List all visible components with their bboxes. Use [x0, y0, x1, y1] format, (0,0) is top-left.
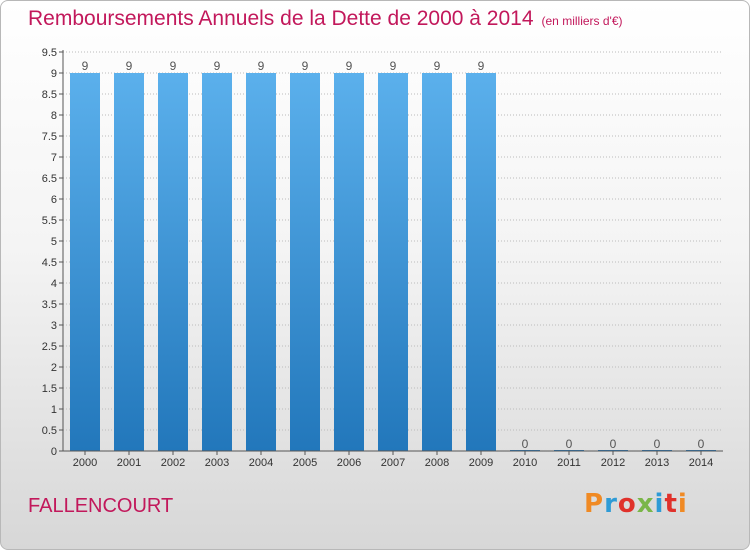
bar[interactable]: [378, 73, 408, 451]
x-tick-label: 2006: [337, 457, 361, 469]
x-tick-label: 2008: [425, 457, 449, 469]
data-label: 0: [566, 437, 573, 451]
commune-name: FALLENCOURT: [28, 495, 174, 517]
x-tick-label: 2003: [205, 457, 229, 469]
x-tick-label: 2012: [601, 457, 625, 469]
data-label: 9: [346, 59, 353, 73]
y-tick-label: 1: [51, 404, 57, 416]
data-label: 9: [478, 59, 485, 73]
y-tick-label: 3: [51, 320, 57, 332]
logo-letter: t: [664, 489, 678, 519]
data-label: 0: [698, 437, 705, 451]
logo-letter: P: [584, 489, 605, 519]
logo-letter: x: [636, 489, 655, 519]
data-label: 0: [522, 437, 529, 451]
title-text: Remboursements Annuels de la Dette de 20…: [28, 7, 534, 30]
data-label: 0: [610, 437, 617, 451]
y-tick-label: 1.5: [42, 383, 57, 395]
data-label: 9: [82, 59, 89, 73]
data-label: 9: [302, 59, 309, 73]
data-label: 9: [390, 59, 397, 73]
x-tick-label: 2013: [645, 457, 669, 469]
data-label: 9: [170, 59, 177, 73]
x-tick-label: 2005: [293, 457, 317, 469]
logo-letter: r: [604, 489, 618, 519]
y-tick-label: 8: [51, 110, 57, 122]
y-tick-label: 0: [51, 446, 57, 458]
x-tick-label: 2004: [249, 457, 273, 469]
y-tick-label: 0.5: [42, 425, 57, 437]
bar[interactable]: [466, 73, 496, 451]
axes: 0 0.5 1 1.5 2 2.5 3 3.5 4 4.5 5 5.5 6 6.5 7 7.5 8 8.5 9 9.5…: [42, 47, 723, 469]
labels: 9 9 9 9 9 9 9 9 9 9 0 0 0 0 0: [82, 59, 705, 451]
y-tick-label: 2.5: [42, 341, 57, 353]
bar[interactable]: [114, 73, 144, 451]
logo-letter: i: [654, 489, 665, 519]
y-tick-label: 5: [51, 236, 57, 248]
x-tick-label: 2007: [381, 457, 405, 469]
y-tick-label: 4: [51, 278, 57, 290]
y-tick-label: 9.5: [42, 47, 57, 59]
y-tick-label: 6: [51, 194, 57, 206]
bars: [70, 73, 716, 451]
bar[interactable]: [246, 73, 276, 451]
bar[interactable]: [422, 73, 452, 451]
bar[interactable]: [290, 73, 320, 451]
data-label: 9: [214, 59, 221, 73]
y-tick-label: 8.5: [42, 89, 57, 101]
data-label: 9: [126, 59, 133, 73]
bar[interactable]: [334, 73, 364, 451]
y-tick-label: 3.5: [42, 299, 57, 311]
y-tick-label: 5.5: [42, 215, 57, 227]
y-tick-label: 7: [51, 152, 57, 164]
x-tick-label: 2002: [161, 457, 185, 469]
y-tick-label: 4.5: [42, 257, 57, 269]
data-label: 9: [258, 59, 265, 73]
data-label: 0: [654, 437, 661, 451]
y-tick-label: 6.5: [42, 173, 57, 185]
y-tick-label: 2: [51, 362, 57, 374]
logo-letter: o: [617, 489, 637, 519]
logo-letter: i: [677, 489, 688, 519]
y-tick-label: 7.5: [42, 131, 57, 143]
chart-subtitle: (en milliers d'€): [541, 14, 623, 28]
bar[interactable]: [70, 73, 100, 451]
proxiti-logo[interactable]: Proxiti: [584, 489, 688, 519]
x-tick-label: 2009: [469, 457, 493, 469]
bar[interactable]: [202, 73, 232, 451]
chart-title: Remboursements Annuels de la Dette de 20…: [28, 7, 623, 31]
data-label: 9: [434, 59, 441, 73]
bar[interactable]: [158, 73, 188, 451]
y-tick-label: 9: [51, 68, 57, 80]
x-tick-label: 2000: [73, 457, 97, 469]
x-tick-label: 2010: [513, 457, 537, 469]
x-tick-label: 2011: [557, 457, 581, 469]
x-tick-label: 2001: [117, 457, 141, 469]
x-tick-label: 2014: [689, 457, 713, 469]
